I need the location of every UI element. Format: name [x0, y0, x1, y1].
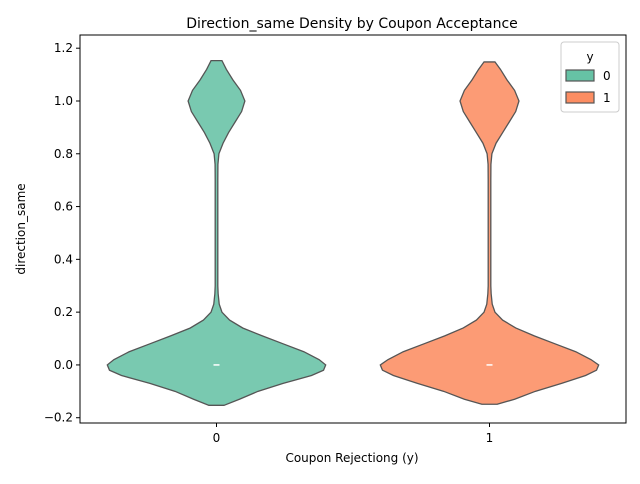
legend-title: y [586, 50, 593, 64]
y-tick-label: 1.2 [54, 41, 73, 55]
violin-body-1 [379, 61, 600, 405]
violin-body-0 [106, 59, 327, 406]
y-axis: −0.2 0.0 0.2 0.4 0.6 0.8 1.0 1.2 [44, 41, 80, 425]
y-axis-label: direction_same [14, 183, 28, 274]
x-tick-label: 0 [213, 431, 221, 445]
x-axis-label: Coupon Rejectiong (y) [285, 451, 418, 465]
legend-label-1: 1 [603, 91, 611, 105]
x-tick-label: 1 [486, 431, 494, 445]
legend-label-0: 0 [603, 69, 611, 83]
violin-group [106, 59, 600, 406]
chart-title: Direction_same Density by Coupon Accepta… [186, 16, 518, 32]
y-tick-label: 0.4 [54, 252, 73, 266]
y-tick-label: 0.8 [54, 147, 73, 161]
y-tick-label: 0.6 [54, 200, 73, 214]
y-tick-label: 1.0 [54, 94, 73, 108]
y-tick-label: 0.0 [54, 358, 73, 372]
legend-entries: 01 [565, 69, 611, 105]
y-tick-label: 0.2 [54, 305, 73, 319]
y-tick-label: −0.2 [44, 411, 73, 425]
plot-area-frame [79, 34, 627, 424]
legend-swatch-1 [565, 91, 595, 104]
legend-swatch-0 [565, 69, 595, 82]
legend: y 01 [560, 41, 620, 113]
